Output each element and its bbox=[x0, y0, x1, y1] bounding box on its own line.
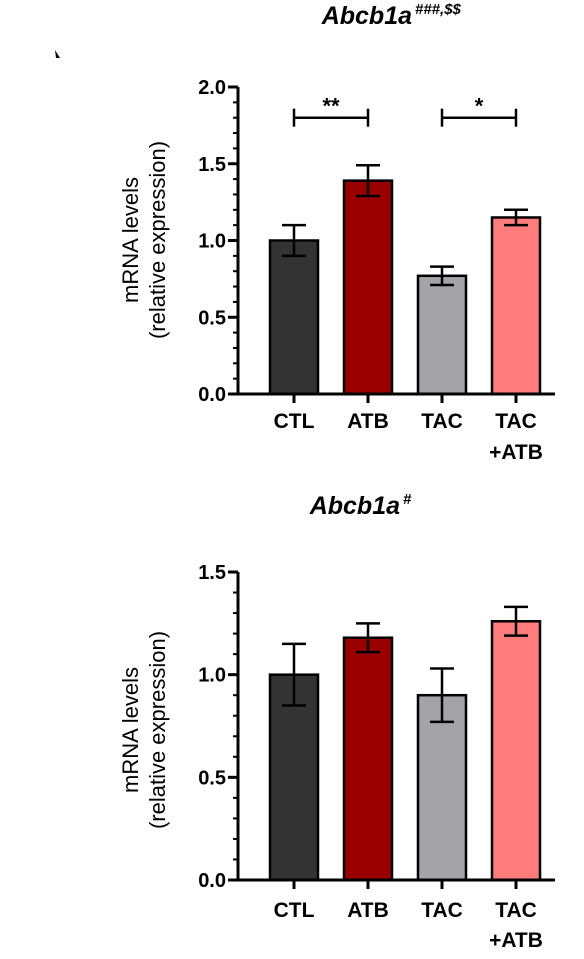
x-tick-label: TAC bbox=[495, 899, 537, 922]
x-tick-label-line2: +ATB bbox=[489, 441, 543, 464]
chart-title-superscript: ###,$$ bbox=[415, 1, 462, 18]
bar-3 bbox=[490, 620, 542, 882]
significance-label: ** bbox=[322, 94, 340, 119]
bar-0 bbox=[268, 239, 320, 396]
y-axis-label-line2: (relative expression) bbox=[145, 141, 170, 339]
x-tick-label: ATB bbox=[347, 410, 389, 433]
y-tick-label: 0.5 bbox=[198, 307, 226, 329]
chart-title-superscript: # bbox=[403, 491, 412, 508]
x-tick-label: CTL bbox=[274, 899, 315, 922]
stray-mark bbox=[55, 50, 60, 58]
chart-title: Abcb1a bbox=[309, 492, 400, 520]
x-tick-label: ATB bbox=[347, 899, 389, 922]
y-tick-label: 1.0 bbox=[198, 231, 226, 253]
x-tick-label: TAC bbox=[495, 410, 537, 433]
chart-title: Abcb1a bbox=[321, 2, 412, 30]
chart-panel-1: Abcb1a ###,$$ mRNA levels (relative express… bbox=[118, 1, 555, 464]
y-axis-label: mRNA levels bbox=[118, 177, 143, 303]
x-tick-label: CTL bbox=[274, 410, 315, 433]
chart-panel-2: Abcb1a # mRNA levels (relative expression) 0… bbox=[118, 491, 555, 952]
bar-1 bbox=[342, 179, 394, 396]
bar-1 bbox=[342, 636, 394, 882]
y-tick-label: 0.0 bbox=[198, 384, 226, 406]
x-tick-label: TAC bbox=[421, 410, 463, 433]
y-tick-label: 0.0 bbox=[198, 870, 226, 892]
x-tick-label: TAC bbox=[421, 899, 463, 922]
y-axis-label: mRNA levels bbox=[118, 667, 143, 793]
y-tick-label: 1.5 bbox=[198, 154, 226, 176]
y-tick-label: 1.5 bbox=[198, 562, 226, 584]
bar-2 bbox=[416, 274, 468, 396]
bar-3 bbox=[490, 216, 542, 396]
y-axis-label-line2: (relative expression) bbox=[145, 631, 170, 829]
x-tick-label-line2: +ATB bbox=[489, 929, 543, 952]
y-tick-label: 0.5 bbox=[198, 767, 226, 789]
bar-0 bbox=[268, 673, 320, 882]
y-tick-label: 1.0 bbox=[198, 665, 226, 687]
y-tick-label: 2.0 bbox=[198, 77, 226, 99]
significance-label: * bbox=[475, 94, 484, 119]
